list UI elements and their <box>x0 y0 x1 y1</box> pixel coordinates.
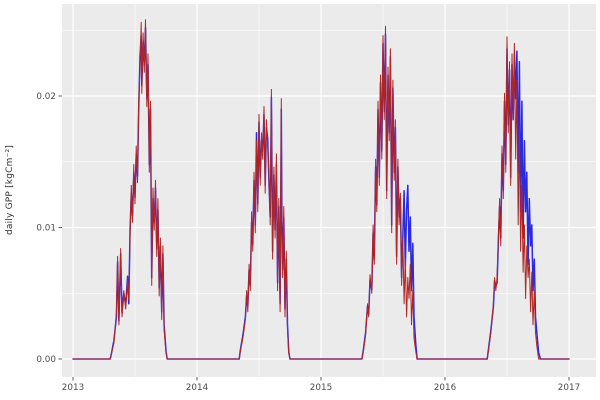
y-axis-title: daily GPP [kgCm⁻²] <box>5 144 15 236</box>
x-tick-label: 2013 <box>62 383 84 393</box>
y-tick-label: 0.00 <box>36 355 56 365</box>
x-tick-label: 2016 <box>434 383 457 393</box>
y-tick-label: 0.02 <box>36 92 56 102</box>
y-tick-label: 0.01 <box>36 224 56 234</box>
series-line-observed-red <box>72 19 570 360</box>
x-tick-label: 2014 <box>186 383 209 393</box>
x-tick-label: 2015 <box>310 383 332 393</box>
x-tick-label: 2017 <box>558 383 580 393</box>
